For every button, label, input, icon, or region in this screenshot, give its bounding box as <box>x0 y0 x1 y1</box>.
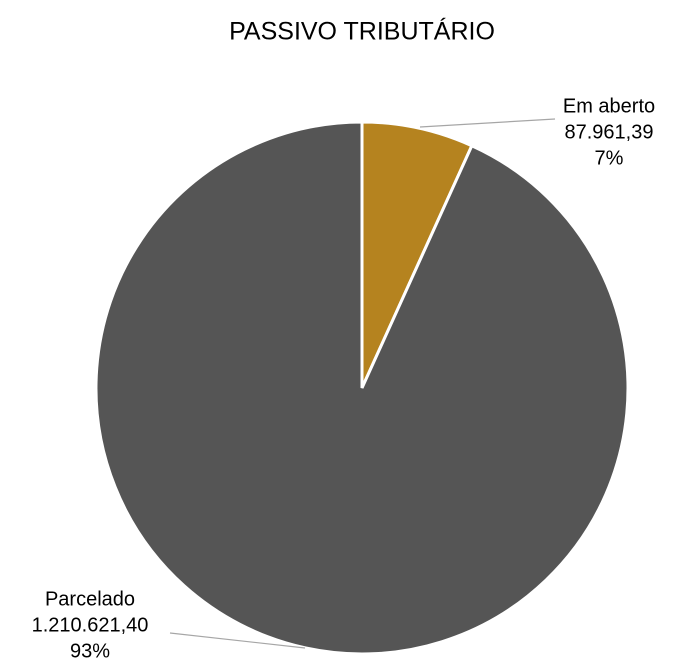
pie-slice <box>360 120 474 389</box>
data-label-category: Parcelado <box>45 588 135 610</box>
pie-slice <box>94 120 630 656</box>
data-label-percent: 93% <box>70 640 110 662</box>
leader-line <box>419 118 556 128</box>
chart-title: PASSIVO TRIBUTÁRIO <box>229 17 495 46</box>
data-label-value: 1.210.621,40 <box>32 614 149 636</box>
data-label-percent: 7% <box>595 147 624 169</box>
data-label-category: Em aberto <box>563 95 655 117</box>
data-label-value: 87.961,39 <box>565 121 654 143</box>
leader-line <box>169 632 306 649</box>
